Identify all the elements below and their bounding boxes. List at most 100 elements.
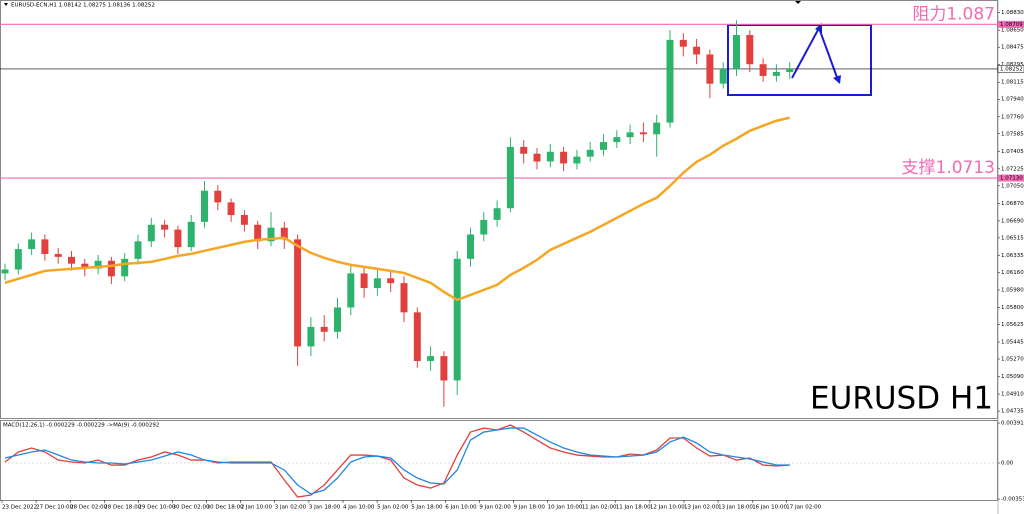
y-tick-label: 1.07050 [1001,183,1024,189]
x-tick-label: 28 Dec 02:00 [70,505,107,511]
level-price-label: 1.07130 [1000,176,1023,182]
y-tick-label: 1.05445 [1001,340,1024,346]
y-tick-label: -0.00353 [1001,497,1024,503]
candle-body [506,146,514,209]
level-annotation: 阻力1.087 [912,4,995,24]
candle-body [480,219,488,235]
candle-body [746,35,754,65]
candle-body [693,46,701,55]
forecast-arrow [791,25,839,81]
y-tick-label: 1.06335 [1001,253,1024,259]
x-tick-label: 11 Jan 18:00 [616,505,651,511]
level-price-label: 1.08709 [1000,22,1023,28]
y-tick-label: 1.06515 [1001,235,1024,241]
x-tick-label: 12 Jan 10:00 [650,505,685,511]
candle-body [560,151,568,164]
candle-body [533,153,541,162]
y-tick-label: 1.05625 [1001,322,1024,328]
x-tick-label: 3 Jan 02:00 [275,505,307,511]
candle-body [201,190,208,222]
y-tick-label: 0.00 [1001,461,1014,467]
main-panel-frame [0,0,998,419]
macd-label: MACD(12,26,1) -0.000229 -0.000229 ->MA(9… [3,423,159,429]
x-tick-label: 11 Jan 02:00 [582,505,617,511]
candle-body [267,227,275,242]
macd-panel-frame [0,420,998,501]
candle-body [786,69,794,73]
candle-body [121,258,129,277]
candle-body [134,241,142,259]
x-tick-label: 9 Jan 18:00 [514,505,546,511]
candle-body [107,260,115,277]
candle-body [373,278,381,289]
candle-body [440,356,448,381]
y-tick-label: 1.08115 [1001,80,1024,86]
candle-body [413,312,421,361]
shift-marker [795,1,801,4]
candle-body [240,215,248,225]
candle-body [41,239,49,254]
candle-body [14,249,22,270]
candle-body [586,149,594,157]
candle-body [68,256,75,264]
moving-average [4,116,790,302]
arrow-head [815,23,822,33]
forecast-box [727,24,872,96]
candle-body [320,326,328,332]
macd-line [4,427,790,495]
x-tick-label: 2 Jan 10:00 [241,505,273,511]
candle-body [360,273,368,289]
candle-body [54,253,62,257]
candle-body [772,72,780,76]
candle-body [453,258,461,381]
x-tick-label: 30 Dec 18:00 [207,505,244,511]
y-tick-label: 0.00391 [1001,421,1024,427]
candle-body [613,137,621,143]
y-tick-label: 1.06690 [1001,218,1024,224]
watermark: EURUSD H1 [810,381,993,417]
candle-body [81,263,89,269]
x-tick-label: 30 Dec 02:00 [173,505,210,511]
x-tick-label: 27 Dec 10:00 [36,505,73,511]
candle-body [294,239,302,347]
candle-body [187,221,195,248]
y-tick-label: 1.06870 [1001,201,1024,207]
y-tick-label: 1.05980 [1001,287,1024,293]
y-tick-label: 1.07760 [1001,114,1024,120]
y-tick-label: 1.04910 [1001,392,1024,398]
current-price-box [997,65,1024,73]
candle-body [666,39,674,123]
candle-body [387,278,395,284]
y-tick-label: 1.08830 [1001,10,1024,16]
candle-body [28,239,36,250]
y-tick-label: 1.07225 [1001,166,1024,172]
x-tick-label: 5 Jan 18:00 [411,505,443,511]
candle-body [639,132,647,135]
symbol-info: EURUSD-ECN,H1 1.08142 1.08275 1.08136 1.… [11,3,155,9]
x-tick-label: 13 Jan 02:00 [684,505,719,511]
y-tick-label: 1.05800 [1001,305,1024,311]
candle-body [719,69,727,84]
candle-body [254,224,262,242]
arrow-head [833,75,841,84]
candle-body [467,234,474,259]
menu-arrow [4,3,8,6]
x-tick-label: 13 Jan 18:00 [718,505,753,511]
candle-body [307,326,315,347]
y-tick-label: 1.06160 [1001,270,1024,276]
candle-body [161,224,169,230]
candle-body [94,260,102,269]
candle-body [733,35,740,70]
candle-body [334,307,341,332]
x-tick-label: 5 Jan 02:00 [377,505,409,511]
y-tick-label: 1.08475 [1001,45,1024,51]
y-tick-label: 1.04735 [1001,409,1024,415]
y-tick-label: 1.07585 [1001,131,1024,137]
x-tick-label: 28 Dec 18:00 [104,505,141,511]
x-tick-label: 29 Dec 10:00 [138,505,175,511]
candle-body [520,146,528,154]
candle-body [1,269,9,274]
y-tick-label: 1.05270 [1001,357,1024,363]
candle-body [147,224,155,242]
